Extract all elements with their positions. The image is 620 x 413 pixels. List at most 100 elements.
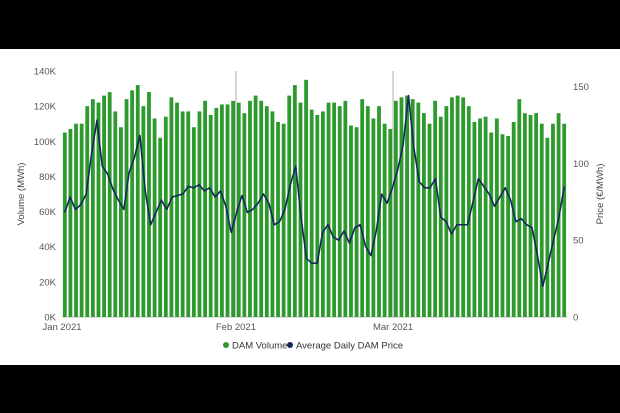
- volume-bar: [287, 95, 292, 317]
- legend-volume-marker: [223, 342, 229, 348]
- volume-bar: [472, 121, 477, 317]
- volume-bar: [214, 107, 219, 318]
- chart-panel: 0K 20K 40K 60K 80K 100K 120K 140K 0 50 100 150 Jan…: [0, 49, 620, 365]
- volume-bar: [208, 114, 213, 317]
- volume-bar: [197, 111, 202, 317]
- right-axis-ticks: 0 50 100 150: [573, 82, 589, 324]
- volume-bar: [180, 111, 185, 317]
- volume-bar: [349, 125, 353, 317]
- left-tick-label: 120K: [34, 102, 57, 113]
- volume-bar: [483, 116, 488, 317]
- left-axis-ticks: 0K 20K 40K 60K 80K 100K 120K 140K: [34, 67, 57, 324]
- volume-bar: [354, 127, 359, 317]
- volume-bar: [236, 102, 241, 317]
- volume-bar: [466, 106, 471, 317]
- volume-bar: [393, 100, 398, 317]
- left-tick-label: 20K: [39, 277, 57, 288]
- volume-bar: [158, 137, 163, 317]
- x-tick-label: Feb 2021: [216, 322, 256, 333]
- volume-bar: [169, 97, 174, 317]
- volume-bar: [337, 106, 342, 317]
- volume-bar: [433, 100, 438, 317]
- legend-volume-label: DAM Volume: [232, 341, 287, 352]
- volume-bar: [119, 127, 123, 317]
- volume-bar: [365, 106, 370, 317]
- volume-bar: [102, 95, 106, 317]
- volume-bar: [489, 132, 494, 317]
- volume-bar: [326, 102, 331, 317]
- right-tick-label: 0: [573, 313, 578, 324]
- volume-bar: [248, 100, 252, 317]
- volume-bar: [528, 114, 533, 317]
- volume-bar: [135, 85, 140, 317]
- left-tick-label: 0K: [44, 313, 56, 324]
- left-tick-label: 80K: [39, 172, 57, 183]
- volume-bar: [242, 113, 247, 318]
- x-axis-ticks: Jan 2021 Feb 2021 Mar 2021: [42, 322, 413, 333]
- volume-bar: [79, 123, 84, 317]
- volume-bar: [220, 104, 224, 317]
- volume-bar: [90, 99, 95, 317]
- x-tick-label: Mar 2021: [373, 322, 413, 333]
- volume-bar: [539, 123, 544, 317]
- volume-bar: [276, 121, 280, 317]
- volume-bar: [388, 128, 393, 317]
- volume-bar: [410, 99, 415, 317]
- volume-bar: [281, 123, 286, 317]
- left-tick-label: 140K: [34, 67, 57, 78]
- volume-bar: [68, 128, 73, 317]
- month-gridlines: [235, 71, 394, 317]
- legend: DAM Volume Average Daily DAM Price: [223, 341, 403, 352]
- volume-bar: [124, 99, 129, 317]
- volume-bar: [461, 97, 466, 317]
- volume-bar: [62, 132, 67, 317]
- legend-price-label: Average Daily DAM Price: [296, 341, 403, 352]
- left-tick-label: 100K: [34, 137, 57, 148]
- volume-bar: [399, 97, 404, 317]
- volume-bar: [203, 100, 207, 317]
- volume-bar: [494, 118, 499, 317]
- volume-bar: [163, 116, 168, 317]
- volume-bar: [506, 136, 510, 317]
- volume-bar: [130, 90, 135, 317]
- volume-bar: [545, 137, 550, 317]
- volume-bar: [191, 127, 196, 317]
- volume-bar: [343, 100, 348, 317]
- volume-bar: [416, 102, 421, 317]
- volume-bar: [147, 92, 151, 317]
- volume-bar: [321, 111, 325, 317]
- volume-bar: [85, 106, 90, 317]
- x-tick-label: Jan 2021: [42, 322, 81, 333]
- volume-bar: [270, 111, 275, 317]
- volume-bar: [534, 113, 539, 318]
- volume-bar: [96, 102, 101, 317]
- volume-bar: [304, 79, 308, 318]
- left-tick-label: 40K: [39, 242, 57, 253]
- volume-bar: [405, 95, 409, 317]
- volume-bar: [74, 123, 78, 317]
- left-tick-label: 60K: [39, 207, 57, 218]
- right-tick-label: 150: [573, 82, 589, 93]
- volume-bar: [500, 134, 505, 317]
- volume-bar: [141, 106, 146, 317]
- volume-bar: [113, 111, 118, 317]
- volume-bar: [450, 97, 454, 317]
- volume-bar: [422, 113, 426, 318]
- price-line: [63, 94, 566, 288]
- legend-price-marker: [287, 342, 293, 348]
- volume-bar: [562, 123, 567, 317]
- dam-volume-price-chart: 0K 20K 40K 60K 80K 100K 120K 140K 0 50 100 150 Jan…: [16, 67, 606, 352]
- volume-bar: [186, 111, 191, 317]
- right-tick-label: 50: [573, 236, 584, 247]
- volume-bar: [332, 102, 337, 317]
- volume-bar: [107, 92, 112, 317]
- volume-bar: [427, 123, 432, 317]
- volume-bar: [360, 99, 365, 317]
- volume-bar: [382, 123, 387, 317]
- volume-bar: [315, 114, 320, 317]
- volume-bar: [371, 118, 376, 317]
- volume-bar: [511, 121, 516, 317]
- volume-bar: [175, 102, 179, 317]
- volume-bar: [309, 109, 314, 318]
- volume-bar: [523, 113, 527, 318]
